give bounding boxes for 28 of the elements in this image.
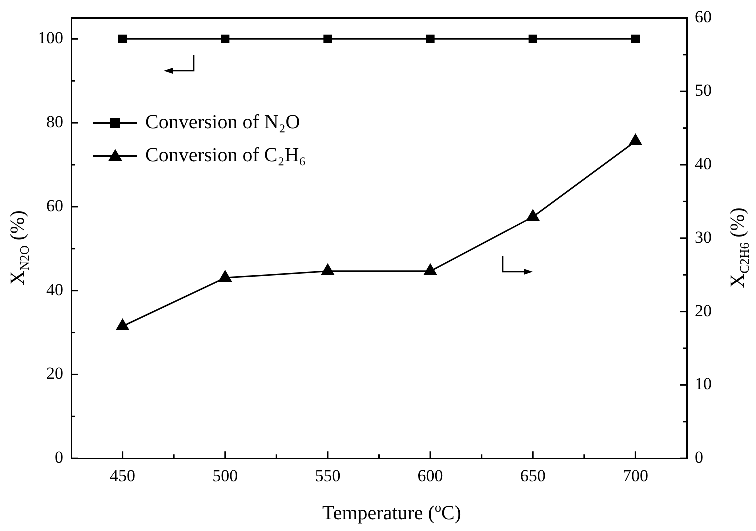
x-tick-label: 700 [622,466,648,486]
point [629,134,642,146]
point [526,210,540,222]
y2-tick-label: 30 [695,228,712,247]
x-tick-label: 500 [212,466,238,486]
legend-label: Conversion of N₂O [146,111,300,134]
y-tick-label: 0 [55,448,64,468]
point [116,319,130,330]
y-tick-label: 80 [46,112,64,132]
y2-tick-label: 0 [695,448,704,468]
legend-label: Conversion of C₂H₆ [146,144,306,166]
y-tick-label: 60 [46,196,64,216]
y2-tick-label: 60 [695,8,712,27]
x-tick-label: 450 [110,466,136,486]
y2-tick-label: 10 [695,374,712,394]
point [322,264,334,276]
y2-tick-label: 50 [695,81,712,100]
point [424,264,437,276]
x-axis-title: Temperature ($^{o}$C) [322,500,462,526]
point [218,270,232,282]
x-tick-label: 550 [315,466,341,486]
y-tick-label: 20 [46,364,64,384]
y2-tick-label: 40 [695,154,712,174]
y2-tick-label: 20 [695,301,712,320]
x-tick-label: 650 [520,466,546,486]
y-tick-label: 40 [46,280,64,300]
y-tick-label: 100 [38,28,64,48]
x-tick-label: 600 [418,466,444,486]
